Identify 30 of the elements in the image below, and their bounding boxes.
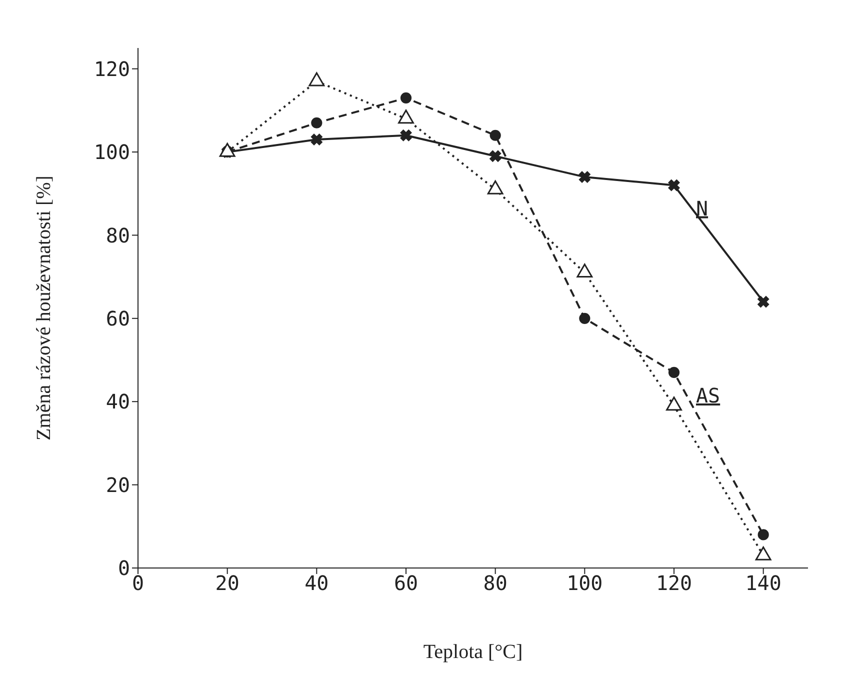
y-axis-title: Změna rázové houževnatosti [%] <box>33 176 56 440</box>
series-label: AS <box>696 383 720 408</box>
x-tick-label: 20 <box>215 571 240 596</box>
y-tick-label: 100 <box>94 140 130 164</box>
x-tick-label: 40 <box>304 571 329 596</box>
point <box>400 130 412 142</box>
y-tick-label: 40 <box>106 390 130 414</box>
y-tick-label: 120 <box>94 56 130 81</box>
point <box>578 171 590 183</box>
x-axis-title: Teplota [°C] <box>423 641 523 663</box>
x-tick-label: 80 <box>483 571 508 596</box>
x-tick-label: 140 <box>745 571 782 596</box>
y-tick-label: 80 <box>106 223 130 248</box>
y-tick-label: 0 <box>118 556 130 580</box>
point <box>311 117 322 128</box>
point <box>490 150 502 162</box>
point <box>758 296 770 308</box>
point <box>490 130 501 141</box>
x-tick-label: 60 <box>394 571 418 596</box>
point <box>310 134 322 146</box>
point <box>758 529 769 540</box>
point <box>668 366 680 378</box>
point <box>579 312 590 324</box>
point <box>400 92 412 104</box>
x-tick-label: 100 <box>566 571 603 596</box>
y-tick-label: 20 <box>106 472 130 497</box>
series-label: N <box>696 196 708 220</box>
x-tick-label: 120 <box>656 571 692 596</box>
y-tick-label: 60 <box>106 306 130 330</box>
point <box>668 179 680 192</box>
